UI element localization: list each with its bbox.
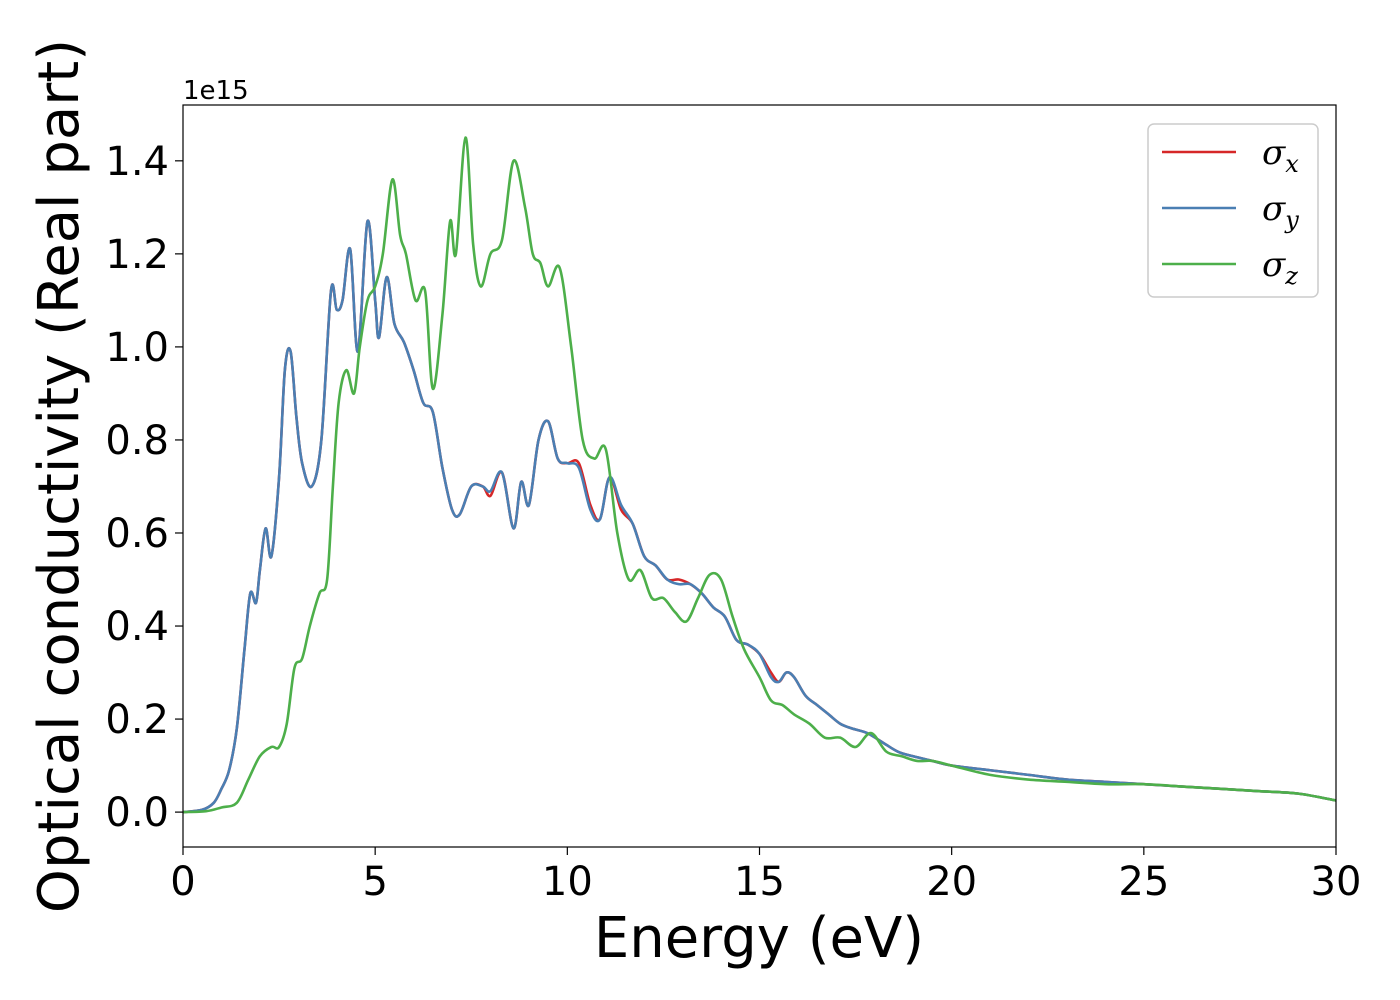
x-tick-label: 15 [734, 859, 785, 905]
legend: σx σy σz [1147, 123, 1319, 298]
legend-items: σx σy σz [1162, 133, 1299, 290]
series-line-y [182, 219, 1337, 814]
y-tick-label: 1.2 [105, 232, 169, 278]
legend-label-z: σz [1262, 245, 1298, 290]
x-tick-label: 5 [362, 859, 387, 905]
series-layer [182, 136, 1337, 814]
plot-background [183, 105, 1336, 847]
x-axis-title: Energy (eV) [594, 906, 924, 971]
y-axis-title: Optical conductivity (Real part) [27, 39, 92, 913]
legend-label-x: σx [1262, 133, 1299, 178]
series-line-z [182, 136, 1337, 814]
y-tick-label: 1.0 [105, 325, 169, 371]
y-tick-label: 1.4 [105, 139, 169, 185]
y-tick-label: 0.4 [105, 604, 169, 650]
x-tick-label: 25 [1118, 859, 1169, 905]
x-tick-label: 10 [542, 859, 593, 905]
x-axis: 0 5 10 15 20 25 30 [170, 847, 1361, 905]
y-tick-label: 0.0 [105, 790, 169, 836]
x-tick-label: 30 [1311, 859, 1362, 905]
y-tick-label: 0.6 [105, 511, 169, 557]
legend-box [1147, 123, 1319, 298]
y-tick-label: 0.8 [105, 418, 169, 464]
x-tick-label: 0 [170, 859, 195, 905]
y-axis: 0.0 0.2 0.4 0.6 0.8 1.0 1.2 1.4 [105, 139, 183, 836]
y-tick-label: 0.2 [105, 697, 169, 743]
y-offset-label: 1e15 [183, 76, 249, 106]
x-tick-label: 20 [926, 859, 977, 905]
legend-label-y: σy [1262, 189, 1299, 234]
